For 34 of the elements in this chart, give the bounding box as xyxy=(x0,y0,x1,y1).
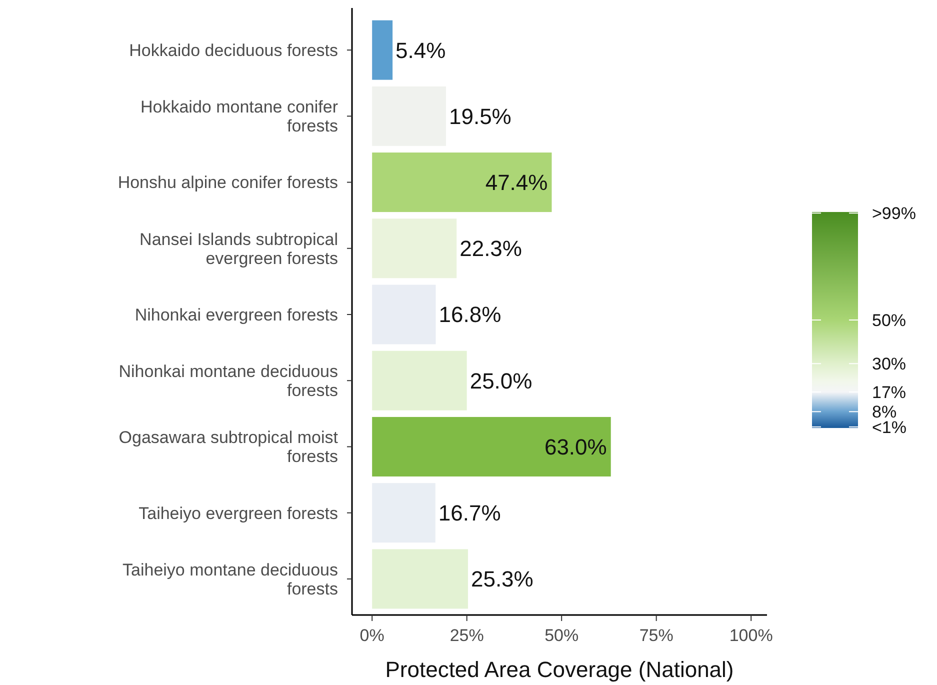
color-bar-label: 50% xyxy=(872,310,906,330)
bar xyxy=(372,416,611,476)
bar xyxy=(372,350,467,410)
color-bar-label: 30% xyxy=(872,354,906,374)
bar xyxy=(372,549,468,609)
y-tick-label: Honshu alpine conifer forests xyxy=(118,173,338,192)
y-tick-label: Nihonkai montane deciduous forests xyxy=(118,362,338,400)
data-label: 22.3% xyxy=(460,236,522,262)
x-axis-title: Protected Area Coverage (National) xyxy=(385,657,734,682)
data-label: 47.4% xyxy=(485,170,548,195)
x-tick-label: 0% xyxy=(360,626,384,645)
y-tick-label: Hokkaido montane conifer forests xyxy=(140,98,338,136)
data-label: 16.8% xyxy=(438,302,502,328)
y-tick-label: Nansei Islands subtropical evergreen forests xyxy=(140,230,338,268)
data-label: 19.5% xyxy=(448,104,512,129)
x-tick-label: 100% xyxy=(729,626,773,645)
color-bar-label: >99% xyxy=(872,204,916,224)
color-bar-label: 17% xyxy=(872,382,906,402)
bar xyxy=(372,152,552,212)
data-label: 25.3% xyxy=(470,566,534,592)
y-tick-label: Taiheiyo evergreen forests xyxy=(138,504,338,523)
y-tick-label: Nihonkai evergreen forests xyxy=(134,305,338,324)
bar xyxy=(372,20,393,80)
y-tick-label: Hokkaido deciduous forests xyxy=(129,41,338,60)
x-tick-label: 25% xyxy=(450,626,484,645)
bar xyxy=(372,218,457,278)
x-tick-label: 50% xyxy=(544,626,579,645)
data-label: 63.0% xyxy=(544,434,607,460)
y-tick-label: Taiheiyo montane deciduous forests xyxy=(122,560,338,598)
x-tick-label: 75% xyxy=(639,626,674,645)
data-label: 16.7% xyxy=(438,500,501,526)
y-tick-label: Ogasawara subtropical moist forests xyxy=(118,428,338,466)
data-label: 5.4% xyxy=(396,38,446,63)
data-label: 25.0% xyxy=(470,368,532,394)
